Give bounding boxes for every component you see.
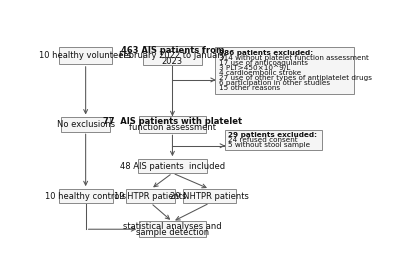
FancyBboxPatch shape: [215, 47, 354, 94]
FancyBboxPatch shape: [138, 221, 206, 237]
Text: 29 NHTPR patients: 29 NHTPR patients: [170, 192, 249, 200]
Text: 4 cardioembolic stroke: 4 cardioembolic stroke: [219, 70, 301, 76]
Text: function assessment: function assessment: [129, 123, 216, 132]
FancyBboxPatch shape: [61, 117, 110, 132]
Text: 19 HTPR patients: 19 HTPR patients: [114, 192, 187, 200]
FancyBboxPatch shape: [138, 116, 206, 133]
Text: 3 PLT>450×10^9/L: 3 PLT>450×10^9/L: [219, 65, 290, 71]
FancyBboxPatch shape: [138, 159, 207, 173]
Text: No exclusions: No exclusions: [56, 120, 115, 129]
Text: 48 AIS patients  included: 48 AIS patients included: [120, 162, 225, 171]
Text: 314 without platelet function assessment: 314 without platelet function assessment: [219, 55, 369, 61]
Text: 27 use of other types of antiplatelet drugs: 27 use of other types of antiplatelet dr…: [219, 75, 372, 81]
FancyBboxPatch shape: [60, 47, 112, 64]
Text: 10 healthy volunteers: 10 healthy volunteers: [40, 51, 132, 60]
Text: 29 patients excluded:: 29 patients excluded:: [228, 132, 317, 138]
Text: 15 other reasons: 15 other reasons: [219, 85, 280, 91]
FancyBboxPatch shape: [59, 189, 113, 203]
Text: 386 patients excluded:: 386 patients excluded:: [219, 50, 313, 56]
Text: 2023: 2023: [162, 57, 183, 66]
Text: 77  AIS patients with platelet: 77 AIS patients with platelet: [103, 117, 242, 126]
Text: 24 refused consent: 24 refused consent: [228, 137, 298, 143]
FancyBboxPatch shape: [224, 130, 322, 150]
FancyBboxPatch shape: [184, 189, 236, 203]
FancyBboxPatch shape: [126, 189, 175, 203]
Text: sample detection: sample detection: [136, 228, 209, 237]
Text: 17 use of anticoagulants: 17 use of anticoagulants: [219, 60, 308, 66]
Text: 463 AIS patients from: 463 AIS patients from: [121, 46, 224, 54]
Text: 6 participation in other studies: 6 participation in other studies: [219, 80, 330, 86]
Text: February 2022 to January: February 2022 to January: [119, 51, 226, 60]
Text: 10 healthy controls: 10 healthy controls: [45, 192, 126, 200]
FancyBboxPatch shape: [143, 46, 202, 65]
Text: 5 without stool sample: 5 without stool sample: [228, 142, 310, 148]
Text: statistical analyses and: statistical analyses and: [123, 222, 222, 231]
